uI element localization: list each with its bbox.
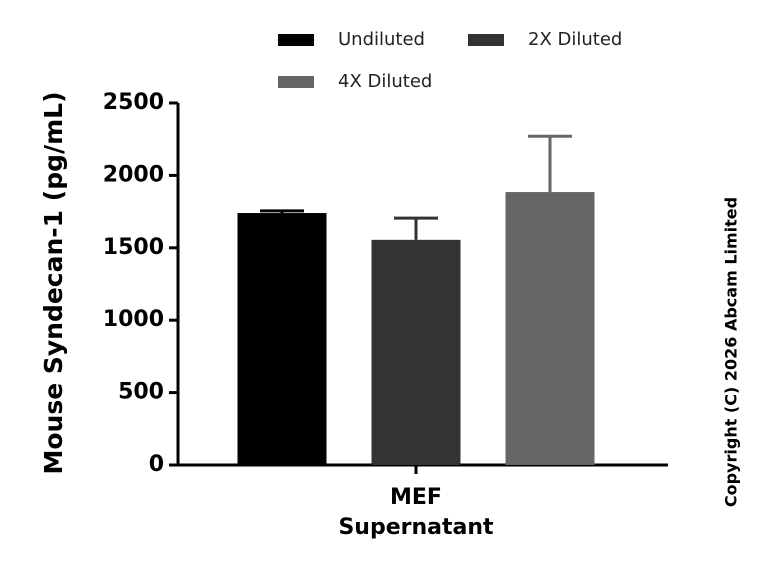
bar bbox=[237, 213, 327, 465]
legend-label: 4X Diluted bbox=[338, 71, 432, 92]
bar bbox=[371, 239, 461, 465]
y-tick-label: 0 bbox=[149, 452, 164, 477]
legend-swatch bbox=[278, 34, 314, 46]
y-tick-label: 1000 bbox=[103, 307, 164, 332]
x-tick-label: MEF Supernatant bbox=[338, 485, 494, 540]
bar bbox=[505, 192, 595, 465]
y-axis-label: Mouse Syndecan-1 (pg/mL) bbox=[39, 91, 68, 474]
y-tick-label: 500 bbox=[118, 380, 164, 405]
x-tick-label-line: MEF bbox=[390, 485, 442, 510]
copyright: Copyright (C) 2026 Abcam Limited bbox=[722, 197, 741, 507]
legend-swatch bbox=[468, 34, 504, 46]
y-tick-label: 2000 bbox=[103, 162, 164, 187]
y-tick-label: 1500 bbox=[103, 235, 164, 260]
legend-label: Undiluted bbox=[338, 29, 425, 50]
legend-label: 2X Diluted bbox=[528, 29, 622, 50]
legend-swatch bbox=[278, 76, 314, 88]
x-tick-label-line: Supernatant bbox=[338, 515, 494, 540]
y-tick-label: 2500 bbox=[103, 90, 164, 115]
